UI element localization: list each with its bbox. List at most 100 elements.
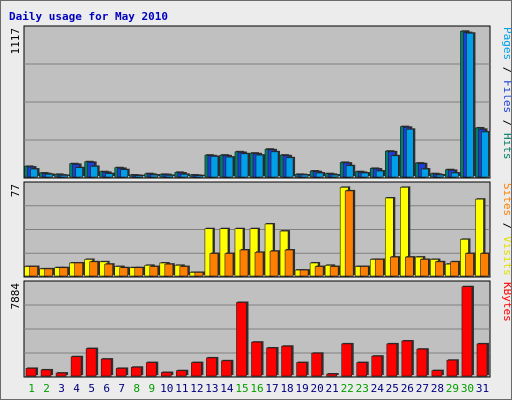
bar-sites-7 xyxy=(119,267,129,277)
chart-title: Daily usage for May 2010 xyxy=(9,10,168,23)
x-tick-label-15: 15 xyxy=(235,382,248,395)
bar-sites-17 xyxy=(269,250,279,277)
x-tick-label-28: 28 xyxy=(431,382,444,395)
panel-visits-legend: Sites / Visits xyxy=(501,183,511,276)
x-tick-label-13: 13 xyxy=(205,382,218,395)
x-tick-label-6: 6 xyxy=(103,382,110,395)
bar-sites-14 xyxy=(224,253,234,277)
bar-sites-20 xyxy=(314,266,324,277)
bar-shadow-pages-8 xyxy=(136,174,145,176)
bar-pages-2 xyxy=(45,174,53,178)
bar-shadow-pages-12 xyxy=(196,174,205,176)
legend-entry-kbytes-0: KBytes xyxy=(501,282,511,322)
bar-sites-26 xyxy=(405,256,414,277)
x-tick-label-16: 16 xyxy=(250,382,263,395)
bar-kbytes-29 xyxy=(446,359,458,377)
bar-pages-18 xyxy=(285,157,294,178)
x-tick-label-8: 8 xyxy=(133,382,140,395)
bar-kbytes-28 xyxy=(431,370,443,377)
bar-sites-25 xyxy=(389,256,399,277)
bar-kbytes-27 xyxy=(416,348,428,377)
legend-entry-visits-0: Sites xyxy=(501,183,511,216)
bar-sites-21 xyxy=(329,266,339,277)
bar-kbytes-19 xyxy=(296,362,307,377)
bar-pages-22 xyxy=(345,165,354,178)
bar-pages-29 xyxy=(451,172,459,178)
bar-pages-27 xyxy=(421,168,429,178)
bar-kbytes-17 xyxy=(266,347,277,377)
bar-sites-22 xyxy=(344,190,354,277)
bar-sites-1 xyxy=(29,266,38,277)
x-tick-label-3: 3 xyxy=(58,382,65,395)
bar-visits-17 xyxy=(264,223,274,277)
bar-sites-10 xyxy=(164,263,174,277)
panel-kbytes: 7884 KBytes xyxy=(9,280,511,378)
bar-sites-23 xyxy=(359,266,369,277)
legend-entry-visits-2: Visits xyxy=(501,236,511,276)
bar-kbytes-10 xyxy=(161,372,172,377)
bar-kbytes-31 xyxy=(476,343,488,377)
bar-sites-12 xyxy=(194,272,204,277)
x-tick-label-4: 4 xyxy=(73,382,80,395)
bar-sites-4 xyxy=(74,262,83,277)
panel-kbytes-legend: KBytes xyxy=(501,282,511,322)
x-tick-label-7: 7 xyxy=(118,382,125,395)
x-tick-label-30: 30 xyxy=(461,382,474,395)
bar-sites-24 xyxy=(374,259,384,277)
bar-sites-18 xyxy=(284,249,294,277)
bar-pages-16 xyxy=(255,154,264,178)
bar-kbytes-21 xyxy=(326,373,337,377)
bar-pages-15 xyxy=(240,153,249,178)
bar-pages-12 xyxy=(195,175,204,178)
bar-pages-3 xyxy=(60,175,68,178)
bar-pages-26 xyxy=(406,129,414,178)
bar-kbytes-6 xyxy=(100,358,112,377)
bar-sites-16 xyxy=(254,252,264,277)
panel-hits-max-label: 1117 xyxy=(9,28,22,55)
bar-kbytes-22 xyxy=(341,343,352,377)
x-tick-label-25: 25 xyxy=(386,382,399,395)
x-tick-label-2: 2 xyxy=(43,382,50,395)
legend-entry-hits-4: Hits xyxy=(501,133,511,160)
bar-kbytes-16 xyxy=(251,341,262,377)
bar-pages-11 xyxy=(180,174,189,178)
bar-pages-20 xyxy=(315,172,324,178)
bar-kbytes-24 xyxy=(371,355,383,377)
x-tick-label-27: 27 xyxy=(416,382,429,395)
bar-kbytes-23 xyxy=(356,362,368,377)
x-tick-label-31: 31 xyxy=(476,382,489,395)
bar-kbytes-12 xyxy=(191,362,202,377)
bar-pages-24 xyxy=(375,170,384,178)
legend-entry-hits-2: Files xyxy=(501,80,511,113)
bar-pages-28 xyxy=(436,174,444,178)
bar-kbytes-8 xyxy=(130,366,142,377)
x-tick-label-26: 26 xyxy=(401,382,414,395)
bar-sites-5 xyxy=(89,261,98,277)
x-tick-label-18: 18 xyxy=(280,382,293,395)
x-axis-labels: 1 2 3 4 5 6 7 8 9 10 11 12 13 14 15 16 17 18 19 20 21 22 23 24 2… xyxy=(28,382,489,395)
legend-entry-hits-0: Pages xyxy=(501,27,511,60)
bar-sites-2 xyxy=(44,268,53,277)
bar-sites-29 xyxy=(450,261,459,277)
bar-sites-19 xyxy=(299,269,309,277)
x-tick-label-22: 22 xyxy=(341,382,354,395)
x-tick-label-24: 24 xyxy=(371,382,385,395)
bar-kbytes-20 xyxy=(311,352,322,377)
x-tick-label-14: 14 xyxy=(220,382,234,395)
bar-pages-30 xyxy=(466,32,474,178)
bar-kbytes-13 xyxy=(206,357,217,377)
bar-pages-19 xyxy=(300,174,309,178)
bar-visits-26 xyxy=(400,187,409,277)
bar-pages-13 xyxy=(210,156,219,178)
x-tick-label-1: 1 xyxy=(28,382,35,395)
bar-sites-3 xyxy=(59,267,68,277)
bar-pages-1 xyxy=(30,168,38,178)
bar-pages-17 xyxy=(270,151,279,178)
bar-pages-14 xyxy=(225,156,234,178)
bar-kbytes-1 xyxy=(25,368,37,377)
panel-visits-max-label: 77 xyxy=(9,184,22,197)
bar-sites-6 xyxy=(104,263,113,277)
bar-pages-9 xyxy=(150,174,159,178)
bar-pages-8 xyxy=(135,175,144,178)
